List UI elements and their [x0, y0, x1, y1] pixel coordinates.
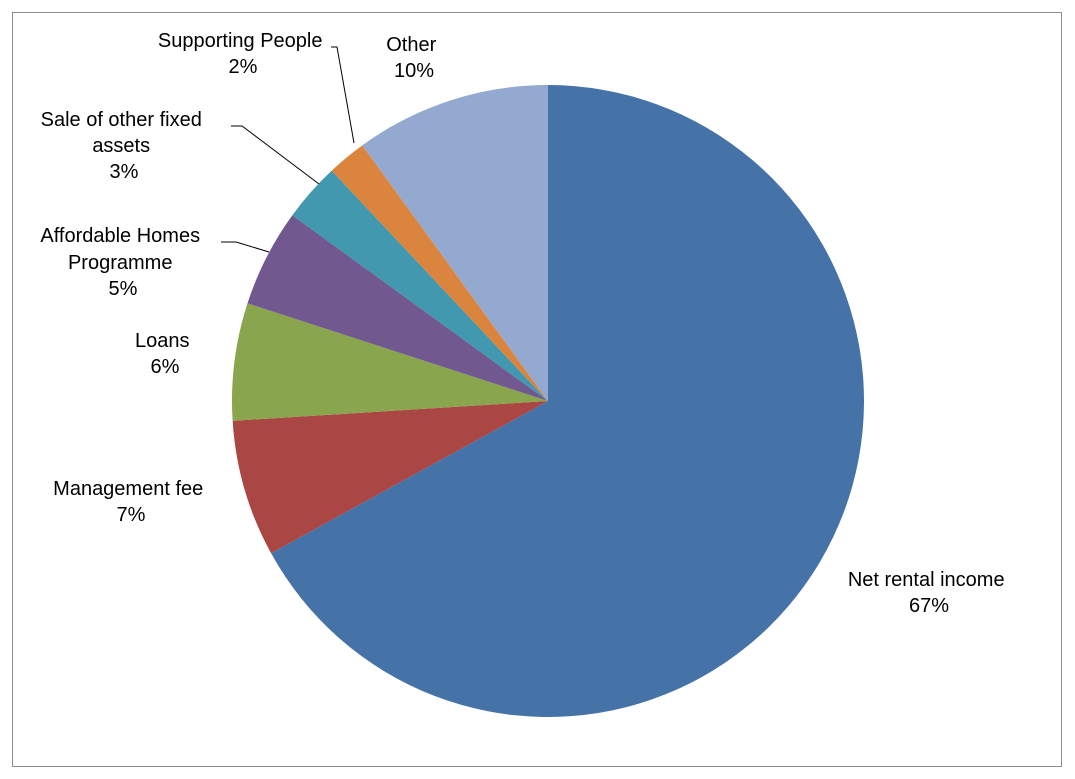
pie-slice-other [362, 85, 548, 401]
slice-label-affordable-homes: Affordable Homes Programme 5% [40, 225, 205, 300]
slice-percent-net-rental-income: 67% [909, 595, 949, 617]
slice-name-management-fee: Management fee [53, 478, 203, 500]
slice-label-management-fee: Management fee 7% [53, 478, 209, 526]
slice-label-supporting-people: Supporting People 2% [158, 30, 328, 78]
leader-lines-layer [221, 46, 355, 253]
labels-layer: Net rental income 67% Management fee 7% … [40, 30, 1010, 617]
slice-name-other: Other [386, 34, 436, 56]
slice-percent-loans: 6% [151, 356, 180, 378]
slice-name-supporting-people: Supporting People [158, 30, 323, 52]
slice-name-affordable-homes-line2: Programme [68, 252, 172, 274]
slice-name-net-rental-income: Net rental income [848, 569, 1005, 591]
slice-label-other: Other 10% [386, 34, 442, 82]
slice-label-net-rental-income: Net rental income 67% [848, 569, 1010, 617]
slice-percent-affordable-homes: 5% [109, 278, 138, 300]
pie-chart: Net rental income 67% Management fee 7% … [40, 30, 1010, 718]
slice-percent-management-fee: 7% [117, 504, 146, 526]
slice-percent-supporting-people: 2% [229, 56, 258, 78]
slices-layer [231, 85, 865, 718]
pie-slice-management-fee [232, 401, 548, 554]
leader-line-sale-of-other-fixed-assets [231, 125, 320, 185]
pie-slice-affordable-homes-programme [247, 215, 548, 401]
slice-name-sale-line1: Sale of other fixed [41, 109, 202, 131]
pie-slice-loans [231, 303, 549, 421]
leader-line-supporting-people [331, 46, 355, 144]
slice-percent-other: 10% [394, 60, 434, 82]
slice-label-sale-of-other-fixed-assets: Sale of other fixed assets 3% [41, 109, 208, 183]
slice-label-loans: Loans 6% [135, 330, 195, 378]
leader-line-affordable-homes [221, 241, 270, 253]
pie-slice-supporting-people [331, 145, 548, 401]
pie-slice-net-rental-income [271, 85, 865, 718]
slice-name-loans: Loans [135, 330, 190, 352]
slice-name-sale-line2: assets [92, 135, 150, 157]
slice-percent-sale-of-other-fixed-assets: 3% [110, 161, 139, 183]
pie-slice-sale-of-other-fixed-assets [292, 170, 548, 401]
chart-area: Net rental income 67% Management fee 7% … [12, 12, 1062, 767]
slice-name-affordable-homes-line1: Affordable Homes [40, 225, 200, 247]
